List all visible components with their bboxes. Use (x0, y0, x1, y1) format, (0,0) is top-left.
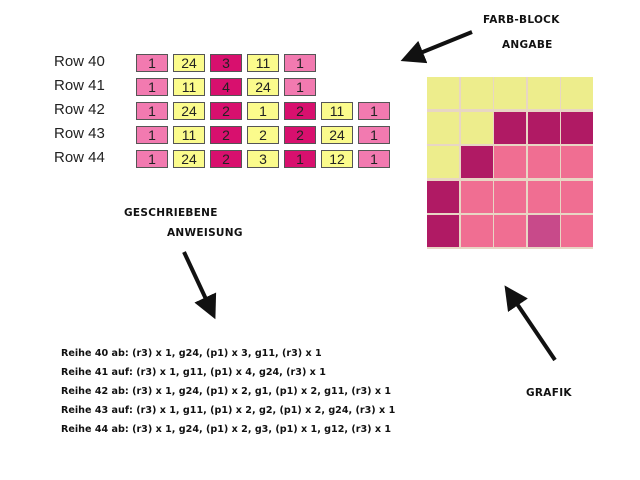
grid-cell (494, 111, 526, 144)
color-block: 4 (210, 78, 242, 96)
color-block: 1 (358, 150, 390, 168)
grid-cell (527, 180, 560, 213)
instruction-line: Reihe 40 ab: (r3) x 1, g24, (p1) x 3, g1… (61, 348, 322, 359)
grid-cell (561, 215, 593, 248)
grid-cell (527, 215, 560, 248)
color-block: 1 (358, 102, 390, 120)
color-block: 11 (247, 54, 279, 72)
grid-cell (460, 215, 493, 248)
grid-cell (527, 77, 560, 109)
farb-block-label: FARB-BLOCK (483, 14, 560, 26)
grid-cell (460, 111, 493, 144)
color-block: 12 (321, 150, 353, 168)
color-block: 11 (321, 102, 353, 120)
color-block: 1 (247, 102, 279, 120)
color-block: 2 (284, 102, 316, 120)
color-block: 1 (358, 126, 390, 144)
color-block: 1 (136, 150, 168, 168)
grid-cell (561, 77, 593, 109)
color-block: 1 (136, 102, 168, 120)
row-label: Row 43 (54, 125, 105, 142)
grid-cell (427, 146, 459, 179)
grid-cell (527, 111, 560, 144)
geschriebene-label: GESCHRIEBENE (124, 207, 218, 219)
color-block: 2 (210, 150, 242, 168)
color-block: 1 (284, 150, 316, 168)
color-block: 11 (173, 126, 205, 144)
instruction-line: Reihe 43 auf: (r3) x 1, g11, (p1) x 2, g… (61, 405, 396, 416)
grafik-label: GRAFIK (526, 387, 572, 399)
color-block: 2 (284, 126, 316, 144)
color-block: 24 (321, 126, 353, 144)
arrow-to-instructions (182, 251, 217, 320)
color-block: 3 (210, 54, 242, 72)
color-block: 24 (247, 78, 279, 96)
instruction-line: Reihe 44 ab: (r3) x 1, g24, (p1) x 2, g3… (61, 424, 392, 435)
color-block: 24 (173, 54, 205, 72)
grid-cell (527, 146, 560, 179)
color-block: 2 (210, 126, 242, 144)
arrow-to-color-blocks (400, 30, 473, 64)
instruction-line: Reihe 42 ab: (r3) x 1, g24, (p1) x 2, g1… (61, 386, 392, 397)
color-block: 2 (247, 126, 279, 144)
grid-cell (494, 215, 526, 248)
angabe-label: ANGABE (502, 39, 553, 51)
instruction-line: Reihe 41 auf: (r3) x 1, g11, (p1) x 4, g… (61, 367, 326, 378)
color-block: 1 (284, 54, 316, 72)
grid-cell (460, 146, 493, 179)
grid-cell (494, 180, 526, 213)
color-block: 1 (136, 126, 168, 144)
color-block: 2 (210, 102, 242, 120)
color-block: 1 (136, 78, 168, 96)
color-block: 1 (136, 54, 168, 72)
color-block: 1 (284, 78, 316, 96)
grid-cell (494, 146, 526, 179)
color-block: 24 (173, 150, 205, 168)
grid-cell (427, 215, 459, 248)
color-block: 11 (173, 78, 205, 96)
grid-cell (427, 180, 459, 213)
grid-cell (561, 111, 593, 144)
row-label: Row 44 (54, 149, 105, 166)
grid-cell (561, 180, 593, 213)
grid-cell (427, 77, 459, 109)
row-label: Row 40 (54, 53, 105, 70)
grid-cell (427, 111, 459, 144)
grid-cell (494, 77, 526, 109)
color-block: 24 (173, 102, 205, 120)
pattern-graphic (427, 77, 593, 249)
anweisung-label: ANWEISUNG (167, 227, 243, 239)
color-block: 3 (247, 150, 279, 168)
row-label: Row 41 (54, 77, 105, 94)
row-label: Row 42 (54, 101, 105, 118)
grid-cell (460, 180, 493, 213)
grid-cell (561, 146, 593, 179)
grid-cell (460, 77, 493, 109)
arrow-to-graphic (504, 285, 557, 362)
